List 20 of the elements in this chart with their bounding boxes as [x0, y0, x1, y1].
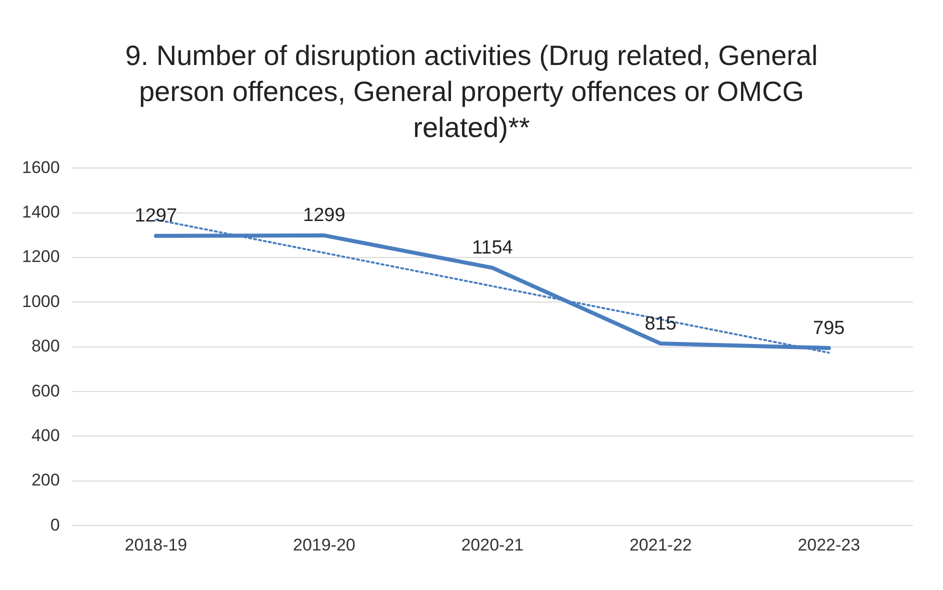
data-label: 795: [813, 318, 845, 339]
y-tick-label: 1400: [22, 202, 60, 222]
data-label: 1299: [303, 205, 346, 226]
chart-title: 9. Number of disruption activities (Drug related, General person offences, General property offences or OMCG related)**: [124, 39, 819, 145]
y-tick-label: 600: [31, 381, 60, 400]
x-tick-label: 2020-21: [461, 535, 524, 554]
x-tick-label: 2022-23: [798, 535, 860, 554]
y-tick-label: 400: [31, 426, 60, 445]
x-tick-label: 2019-20: [292, 535, 356, 554]
y-tick-label: 800: [31, 336, 60, 356]
y-tick-label: 1200: [22, 247, 60, 266]
y-tick-label: 0: [50, 515, 60, 534]
data-label: 815: [644, 313, 676, 334]
x-tick-label: 2021-22: [629, 535, 692, 554]
data-label: 1154: [472, 238, 514, 259]
x-tick-label: 2018-19: [124, 535, 188, 554]
y-tick-label: 200: [31, 470, 60, 490]
y-tick-label: 1000: [22, 292, 60, 311]
data-label: 1297: [134, 206, 178, 227]
y-tick-label: 1600: [22, 158, 60, 177]
